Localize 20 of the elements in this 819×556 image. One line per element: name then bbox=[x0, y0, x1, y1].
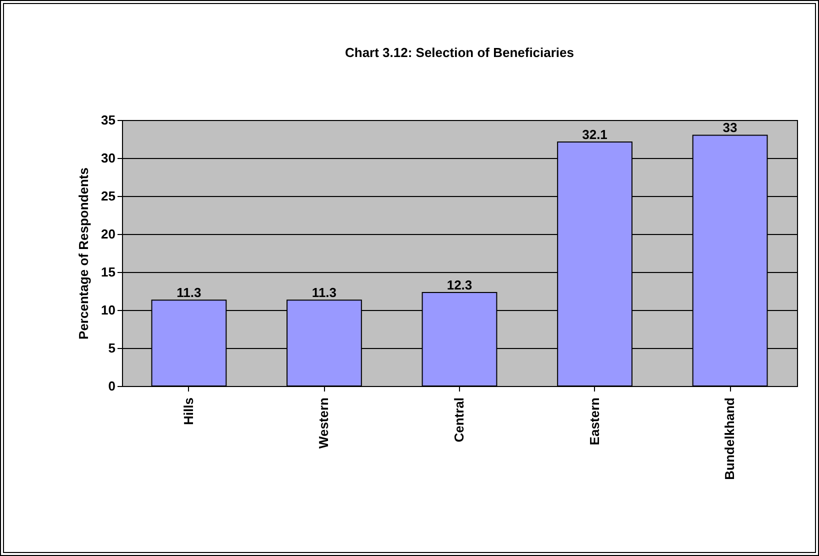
y-tick-label: 25 bbox=[101, 188, 116, 204]
y-axis-title: Percentage of Respondents bbox=[76, 168, 92, 340]
y-tick-label: 20 bbox=[101, 226, 116, 242]
data-label: 32.1 bbox=[582, 127, 608, 142]
x-tick-label: Hills bbox=[180, 398, 196, 425]
y-tick-label: 5 bbox=[108, 340, 116, 356]
x-tick-label: Eastern bbox=[586, 397, 602, 446]
data-label: 33 bbox=[722, 120, 738, 136]
chart-title: Chart 3.12: Selection of Beneficiaries bbox=[344, 45, 574, 60]
data-label: 11.3 bbox=[312, 285, 337, 300]
x-tick-label: Bundelkhand bbox=[722, 397, 738, 480]
x-tick-label: Central bbox=[452, 398, 466, 442]
y-tick-label: 30 bbox=[101, 150, 116, 166]
data-label: 11.3 bbox=[176, 285, 202, 300]
y-tick-label: 0 bbox=[108, 378, 116, 394]
x-tick-label: Western bbox=[316, 397, 332, 449]
data-label: 12.3 bbox=[446, 278, 472, 293]
y-tick-label: 15 bbox=[101, 264, 116, 280]
y-tick-label: 35 bbox=[101, 112, 116, 128]
y-tick-label: 10 bbox=[101, 302, 116, 318]
